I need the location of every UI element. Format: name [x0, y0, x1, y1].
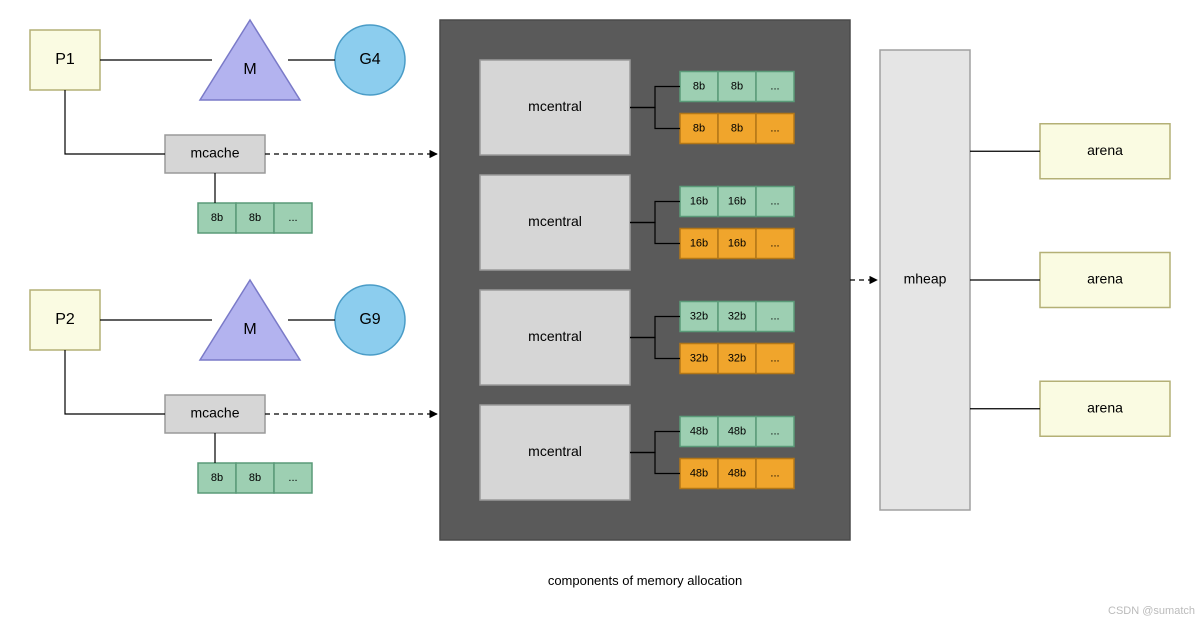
p-label: P1 [55, 51, 75, 68]
mcentral-orange-label: 8b [693, 122, 705, 134]
g-label: G9 [359, 311, 380, 328]
arena-label: arena [1087, 142, 1123, 158]
mcentral-green-label: 16b [728, 195, 746, 207]
mheap-label: mheap [904, 271, 947, 287]
mcentral-orange-label: ... [770, 237, 779, 249]
mcache-span-label: 8b [249, 472, 261, 484]
mcentral-orange-label: 16b [728, 237, 746, 249]
mcentral-green-label: ... [770, 195, 779, 207]
mcentral-green-label: 8b [693, 80, 705, 92]
mcache-span-label: 8b [249, 212, 261, 224]
mcentral-green-label: ... [770, 80, 779, 92]
caption: components of memory allocation [548, 573, 742, 588]
mcentral-orange-label: 16b [690, 237, 708, 249]
g-label: G4 [359, 51, 380, 68]
mcentral-label: mcentral [528, 98, 582, 114]
p-label: P2 [55, 311, 75, 328]
mcache-span-label: 8b [211, 212, 223, 224]
mcentral-orange-label: ... [770, 122, 779, 134]
mcache-span-label: ... [288, 212, 297, 224]
mcentral-green-label: 32b [728, 310, 746, 322]
mcache-span-label: 8b [211, 472, 223, 484]
mcentral-orange-label: 8b [731, 122, 743, 134]
mcentral-green-label: ... [770, 425, 779, 437]
mcentral-orange-label: 48b [728, 467, 746, 479]
mcentral-orange-label: 32b [728, 352, 746, 364]
mcentral-green-label: ... [770, 310, 779, 322]
mcentral-label: mcentral [528, 328, 582, 344]
mcentral-orange-label: ... [770, 352, 779, 364]
mcentral-orange-label: 32b [690, 352, 708, 364]
mcache-span-label: ... [288, 472, 297, 484]
mcentral-green-label: 8b [731, 80, 743, 92]
mcentral-green-label: 32b [690, 310, 708, 322]
mcentral-green-label: 48b [728, 425, 746, 437]
mcentral-orange-label: 48b [690, 467, 708, 479]
mcentral-label: mcentral [528, 443, 582, 459]
m-label: M [243, 61, 256, 78]
mcentral-label: mcentral [528, 213, 582, 229]
mcentral-green-label: 48b [690, 425, 708, 437]
p-to-mcache [65, 350, 165, 414]
mcache-label: mcache [190, 405, 239, 421]
watermark: CSDN @sumatch [1108, 605, 1195, 617]
arena-label: arena [1087, 271, 1123, 287]
mcentral-orange-label: ... [770, 467, 779, 479]
p-to-mcache [65, 90, 165, 154]
mcentral-green-label: 16b [690, 195, 708, 207]
m-label: M [243, 321, 256, 338]
mcache-label: mcache [190, 145, 239, 161]
arena-label: arena [1087, 399, 1123, 415]
